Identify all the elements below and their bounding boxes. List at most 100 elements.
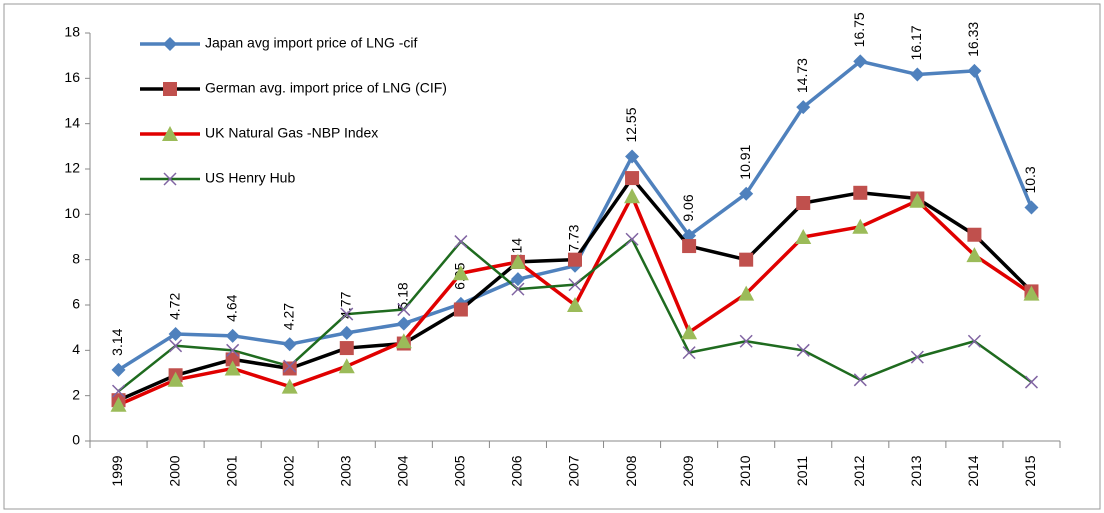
point-marker [168, 327, 183, 342]
point-marker [509, 253, 526, 269]
x-tick-label: 2014 [965, 455, 981, 486]
y-tick-label: 16 [64, 69, 80, 85]
x-tick-label: 2012 [851, 455, 867, 486]
point-marker [111, 384, 126, 398]
point-marker [226, 343, 240, 357]
point-marker [225, 352, 240, 367]
legend-marker [162, 126, 178, 141]
point-marker [796, 100, 811, 115]
point-marker [681, 324, 698, 340]
point-marker [110, 396, 127, 412]
point-marker [852, 218, 869, 234]
x-tick-label: 2001 [223, 455, 239, 486]
x-tick-label: 2007 [566, 455, 582, 486]
x-tick-label: 2000 [166, 455, 182, 486]
point-marker [283, 359, 297, 373]
point-marker [568, 278, 582, 292]
point-marker [511, 282, 525, 296]
point-marker [909, 192, 926, 208]
data-label: 9.06 [680, 194, 696, 221]
legend-label: German avg. import price of LNG (CIF) [205, 80, 447, 96]
data-label: 5.18 [395, 282, 411, 309]
point-marker [225, 328, 240, 343]
y-tick-label: 4 [72, 341, 80, 357]
point-marker [625, 171, 640, 186]
x-tick-label: 2002 [280, 455, 296, 486]
point-marker [796, 196, 811, 210]
point-marker [739, 334, 753, 348]
point-marker [1024, 375, 1039, 389]
data-label: 16.17 [908, 25, 924, 60]
y-tick-label: 18 [64, 24, 80, 40]
point-marker [853, 373, 867, 387]
x-tick-label: 2008 [623, 455, 639, 486]
point-marker [966, 247, 983, 263]
point-marker [167, 371, 184, 387]
point-marker [339, 341, 354, 356]
y-tick-label: 10 [64, 205, 80, 221]
x-tick-label: 2015 [1022, 455, 1038, 486]
point-marker [795, 229, 812, 244]
x-tick-label: 1999 [109, 455, 125, 486]
x-tick-label: 2003 [337, 455, 353, 486]
point-marker [567, 297, 583, 312]
point-marker [169, 339, 183, 353]
point-marker [682, 346, 696, 360]
data-label: 10.3 [1022, 166, 1038, 193]
data-label: 16.33 [965, 22, 981, 57]
data-label: 14.73 [794, 58, 810, 93]
point-marker [454, 235, 468, 249]
point-marker [510, 272, 525, 287]
point-marker [625, 232, 639, 246]
point-marker [1023, 285, 1040, 301]
legend-label: UK Natural Gas -NBP Index [205, 125, 378, 141]
point-marker [682, 239, 697, 254]
point-marker [739, 252, 754, 267]
legend-label: Japan avg import price of LNG -cif [205, 35, 418, 51]
x-tick-label: 2009 [680, 455, 696, 486]
legend-marker [163, 172, 177, 186]
data-label: 7.73 [566, 224, 582, 251]
x-tick-label: 2005 [452, 455, 468, 486]
data-label: 16.75 [851, 12, 867, 47]
point-marker [853, 185, 868, 200]
data-label: 4.27 [280, 303, 296, 330]
y-tick-label: 0 [72, 432, 80, 448]
point-marker [624, 188, 641, 204]
point-marker [453, 302, 468, 317]
y-tick-label: 2 [72, 386, 80, 402]
y-tick-label: 8 [72, 250, 80, 266]
y-tick-label: 6 [72, 296, 80, 312]
point-marker [338, 358, 355, 374]
data-label: 10.91 [737, 144, 753, 179]
point-marker [111, 362, 126, 377]
point-marker [967, 63, 982, 78]
point-marker [739, 186, 754, 201]
point-marker [282, 337, 297, 352]
legend-marker [163, 37, 177, 51]
legend-marker [163, 82, 177, 96]
point-marker [224, 360, 241, 376]
point-marker [397, 303, 411, 317]
x-tick-label: 2006 [509, 455, 525, 486]
point-marker [395, 333, 412, 349]
point-marker [967, 334, 981, 348]
point-marker [396, 316, 411, 331]
x-tick-label: 2011 [794, 456, 810, 486]
y-tick-label: 14 [64, 114, 80, 130]
point-marker [625, 149, 640, 164]
point-marker [910, 67, 925, 82]
point-marker [967, 227, 982, 242]
point-marker [281, 378, 298, 394]
point-marker [796, 343, 810, 357]
data-label: 3.14 [109, 328, 125, 355]
point-marker [738, 285, 755, 301]
point-marker [568, 252, 582, 267]
x-tick-label: 2004 [395, 455, 411, 486]
point-marker [853, 54, 868, 69]
point-marker [340, 307, 354, 321]
chart-border [3, 3, 1101, 510]
data-label: 4.64 [223, 294, 239, 321]
point-marker [1024, 200, 1039, 215]
